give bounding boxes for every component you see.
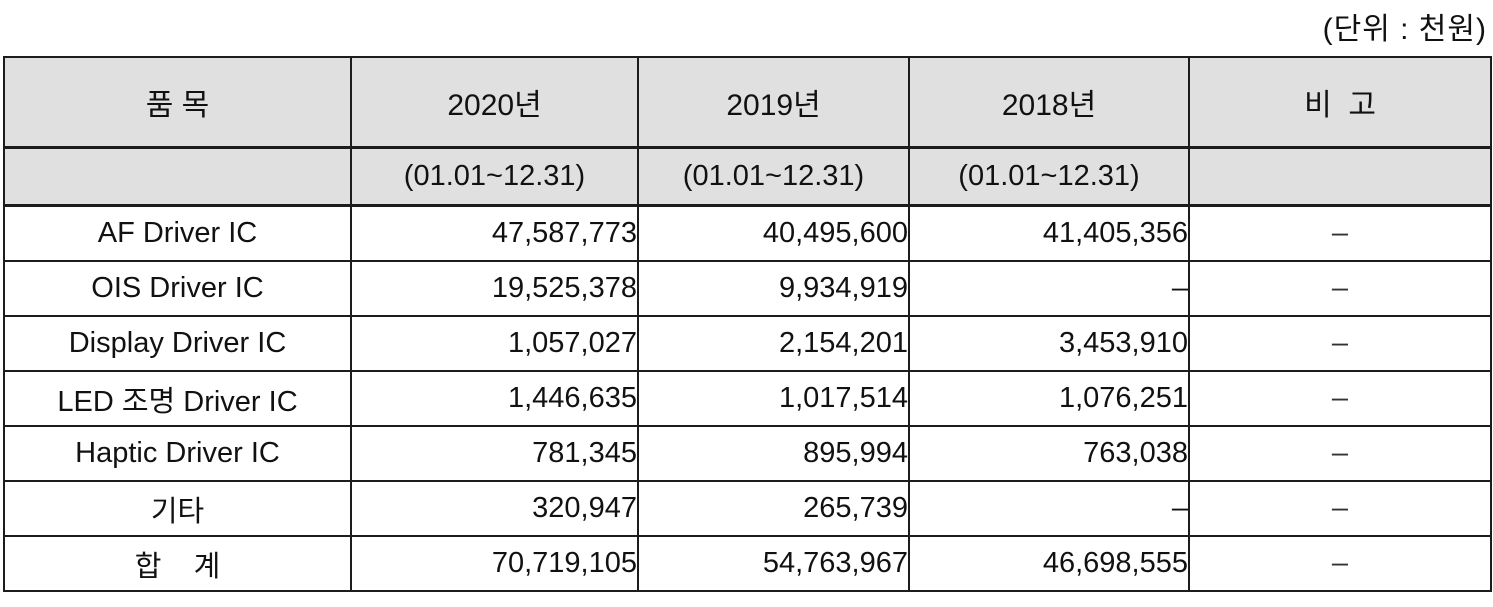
row-value-2019: 54,763,967 bbox=[637, 535, 910, 592]
row-value-2020: 1,446,635 bbox=[350, 370, 639, 427]
table-row: Haptic Driver IC 781,345 895,994 763,038… bbox=[3, 425, 1492, 482]
unit-label: (단위 : 천원) bbox=[1322, 13, 1487, 46]
row-value-2018: 1,076,251 bbox=[908, 370, 1190, 427]
row-value-2019: 9,934,919 bbox=[637, 260, 910, 317]
row-value-2019: 2,154,201 bbox=[637, 315, 910, 372]
row-value-2020: 320,947 bbox=[350, 480, 639, 537]
header-note: 비 고 bbox=[1188, 56, 1492, 149]
row-value-2018: 3,453,910 bbox=[908, 315, 1190, 372]
row-value-2019: 1,017,514 bbox=[637, 370, 910, 427]
row-note: – bbox=[1188, 480, 1492, 537]
row-value-2019: 895,994 bbox=[637, 425, 910, 482]
subheader-note bbox=[1188, 146, 1492, 207]
subheader-2020: (01.01~12.31) bbox=[350, 146, 639, 207]
row-item-label: Display Driver IC bbox=[3, 315, 352, 372]
row-item-label: Haptic Driver IC bbox=[3, 425, 352, 482]
row-value-2018: 763,038 bbox=[908, 425, 1190, 482]
header-2020: 2020년 bbox=[350, 56, 639, 149]
table-row-total: 합 계 70,719,105 54,763,967 46,698,555 – bbox=[3, 535, 1492, 592]
table-row: Display Driver IC 1,057,027 2,154,201 3,… bbox=[3, 315, 1492, 372]
row-item-label: LED 조명 Driver IC bbox=[3, 370, 352, 427]
row-value-2020: 70,719,105 bbox=[350, 535, 639, 592]
table-row: 기타 320,947 265,739 – – bbox=[3, 480, 1492, 537]
header-item: 품 목 bbox=[3, 56, 352, 149]
row-value-2018: – bbox=[908, 480, 1190, 537]
row-note: – bbox=[1188, 204, 1492, 262]
row-note: – bbox=[1188, 535, 1492, 592]
row-note: – bbox=[1188, 260, 1492, 317]
row-value-2020: 19,525,378 bbox=[350, 260, 639, 317]
row-value-2018: 41,405,356 bbox=[908, 204, 1190, 262]
row-value-2019: 265,739 bbox=[637, 480, 910, 537]
subheader-2018: (01.01~12.31) bbox=[908, 146, 1190, 207]
table-header-row: 품 목 2020년 2019년 2018년 비 고 bbox=[3, 56, 1492, 149]
row-value-2020: 47,587,773 bbox=[350, 204, 639, 262]
table-row: LED 조명 Driver IC 1,446,635 1,017,514 1,0… bbox=[3, 370, 1492, 427]
header-2018: 2018년 bbox=[908, 56, 1190, 149]
row-item-label: AF Driver IC bbox=[3, 204, 352, 262]
table-row: AF Driver IC 47,587,773 40,495,600 41,40… bbox=[3, 204, 1492, 262]
header-2019: 2019년 bbox=[637, 56, 910, 149]
row-note: – bbox=[1188, 425, 1492, 482]
row-item-label: OIS Driver IC bbox=[3, 260, 352, 317]
row-value-2019: 40,495,600 bbox=[637, 204, 910, 262]
table-subheader-row: (01.01~12.31) (01.01~12.31) (01.01~12.31… bbox=[3, 146, 1492, 207]
row-note: – bbox=[1188, 315, 1492, 372]
table-row: OIS Driver IC 19,525,378 9,934,919 – – bbox=[3, 260, 1492, 317]
row-value-2018: 46,698,555 bbox=[908, 535, 1190, 592]
sales-by-product-table: 품 목 2020년 2019년 2018년 비 고 (01.01~12.31) … bbox=[3, 56, 1492, 592]
row-item-label: 기타 bbox=[3, 480, 352, 537]
row-value-2020: 1,057,027 bbox=[350, 315, 639, 372]
row-value-2018: – bbox=[908, 260, 1190, 317]
subheader-item bbox=[3, 146, 352, 207]
row-item-label: 합 계 bbox=[3, 535, 352, 592]
row-note: – bbox=[1188, 370, 1492, 427]
subheader-2019: (01.01~12.31) bbox=[637, 146, 910, 207]
row-value-2020: 781,345 bbox=[350, 425, 639, 482]
